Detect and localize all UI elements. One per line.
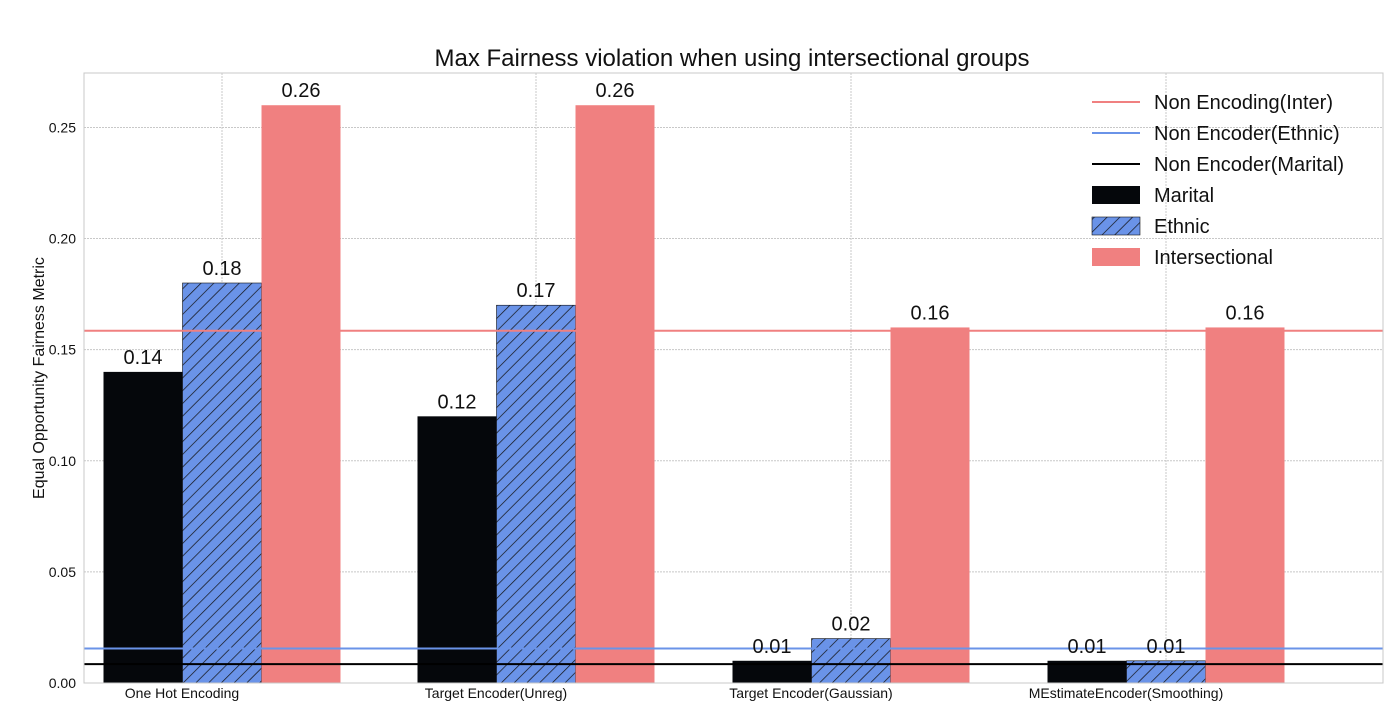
- value-label-marital-0: 0.14: [124, 347, 163, 369]
- y-tick-label-5: 0.25: [49, 119, 76, 135]
- legend-label-intersectional: Intersectional: [1154, 247, 1273, 269]
- y-tick-label-0: 0.00: [49, 675, 76, 691]
- legend-label-line-2: Non Encoder(Marital): [1154, 154, 1344, 176]
- chart-title: Max Fairness violation when using inters…: [435, 45, 1030, 72]
- value-label-intersectional-3: 0.16: [1226, 302, 1265, 324]
- y-tick-label-3: 0.15: [49, 342, 76, 358]
- x-tick-label-2: Target Encoder(Gaussian): [729, 685, 892, 701]
- legend-label-line-0: Non Encoding(Inter): [1154, 92, 1333, 114]
- value-label-ethnic-1: 0.17: [517, 280, 556, 302]
- bars: [103, 105, 1285, 684]
- value-label-intersectional-2: 0.16: [911, 302, 950, 324]
- y-tick-label-2: 0.10: [49, 453, 76, 469]
- bar-marital-3: [1047, 660, 1127, 683]
- value-label-ethnic-3: 0.01: [1147, 636, 1186, 658]
- x-tick-label-3: MEstimateEncoder(Smoothing): [1029, 685, 1224, 701]
- value-label-intersectional-0: 0.26: [282, 80, 321, 102]
- bar-marital-1: [417, 416, 497, 683]
- legend-label-line-1: Non Encoder(Ethnic): [1154, 123, 1340, 145]
- value-labels: 0.14 0.12 0.01 0.01 0.18 0.17 0.02 0.01 0.26 0.26…: [124, 80, 1265, 658]
- bar-intersectional-2: [890, 327, 970, 683]
- x-tick-label-1: Target Encoder(Unreg): [425, 685, 567, 701]
- value-label-marital-2: 0.01: [753, 636, 792, 658]
- legend-label-marital: Marital: [1154, 185, 1214, 207]
- value-label-marital-1: 0.12: [438, 391, 477, 413]
- bar-intersectional-1: [575, 105, 655, 683]
- bar-marital-2: [732, 660, 812, 683]
- bar-ethnic-0: [182, 282, 262, 684]
- x-tick-label-0: One Hot Encoding: [125, 685, 239, 701]
- bar-ethnic-2: [811, 638, 891, 684]
- reference-lines: [84, 329, 1383, 666]
- legend: Non Encoding(Inter) Non Encoder(Ethnic) No…: [1091, 92, 1344, 269]
- value-label-marital-3: 0.01: [1068, 636, 1107, 658]
- legend-swatch-ethnic: [1091, 216, 1141, 236]
- bar-ethnic-1: [496, 304, 576, 684]
- y-axis-label: Equal Opportunity Fairness Metric: [31, 257, 48, 499]
- legend-swatch-marital: [1092, 186, 1140, 204]
- bar-intersectional-3: [1205, 327, 1285, 683]
- value-label-intersectional-1: 0.26: [596, 80, 635, 102]
- y-tick-label-4: 0.20: [49, 231, 76, 247]
- axes: 0.00 0.05 0.10 0.15 0.20 0.25 One Hot Encoding…: [49, 72, 1384, 701]
- legend-label-ethnic: Ethnic: [1154, 216, 1210, 238]
- value-label-ethnic-0: 0.18: [203, 258, 242, 280]
- bar-marital-0: [103, 371, 183, 683]
- bar-intersectional-0: [261, 105, 341, 683]
- y-tick-label-1: 0.05: [49, 564, 76, 580]
- value-label-ethnic-2: 0.02: [832, 614, 871, 636]
- plot-frame: [83, 72, 1384, 684]
- legend-swatch-intersectional: [1092, 248, 1140, 266]
